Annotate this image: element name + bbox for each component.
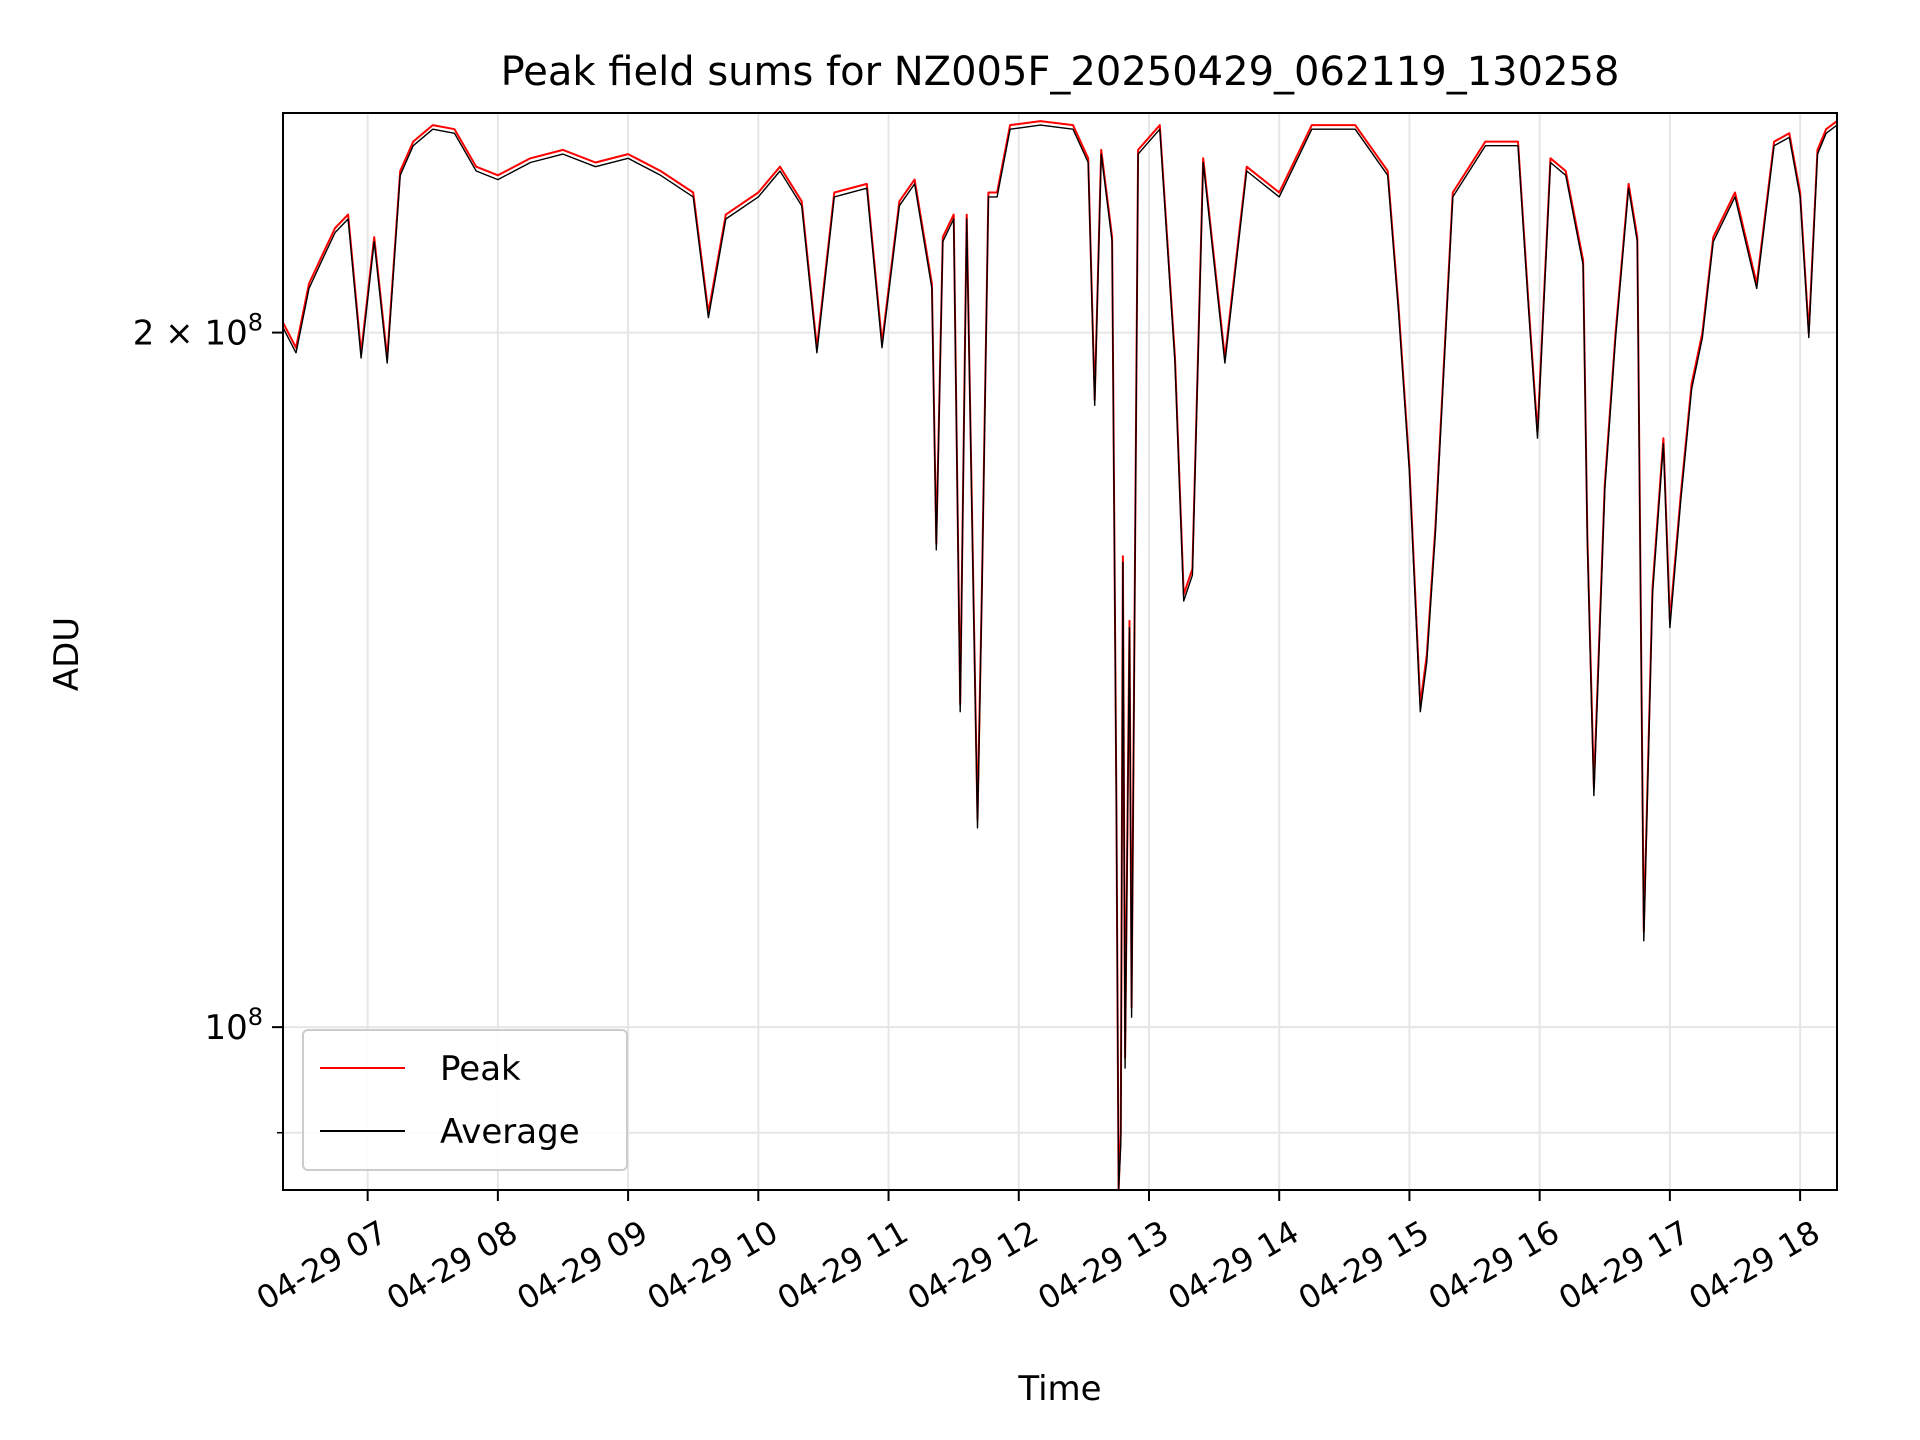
grid xyxy=(283,113,1837,1190)
series-lines xyxy=(283,120,1837,1190)
legend-label: Average xyxy=(440,1112,580,1152)
y-tick-label-exponent: 8 xyxy=(248,1003,263,1031)
legend: Peak Average xyxy=(302,1029,628,1171)
chart-title: Peak field sums for NZ005F_20250429_0621… xyxy=(501,49,1620,95)
legend-box xyxy=(302,1029,628,1171)
y-tick-label-main: 10 xyxy=(204,1008,247,1048)
y-tick-label-exponent: 8 xyxy=(248,309,263,337)
plot-frame xyxy=(282,112,1838,1191)
y-tick-label: 2 × 108 xyxy=(133,309,263,354)
y-axis-label: ADU xyxy=(47,617,87,691)
y-tick-label: 108 xyxy=(204,1003,263,1048)
x-axis-label: Time xyxy=(1017,1369,1101,1409)
legend-label: Peak xyxy=(440,1049,521,1089)
series-line-average xyxy=(283,124,1837,1190)
y-tick-label-main: 2 × 10 xyxy=(133,314,248,354)
